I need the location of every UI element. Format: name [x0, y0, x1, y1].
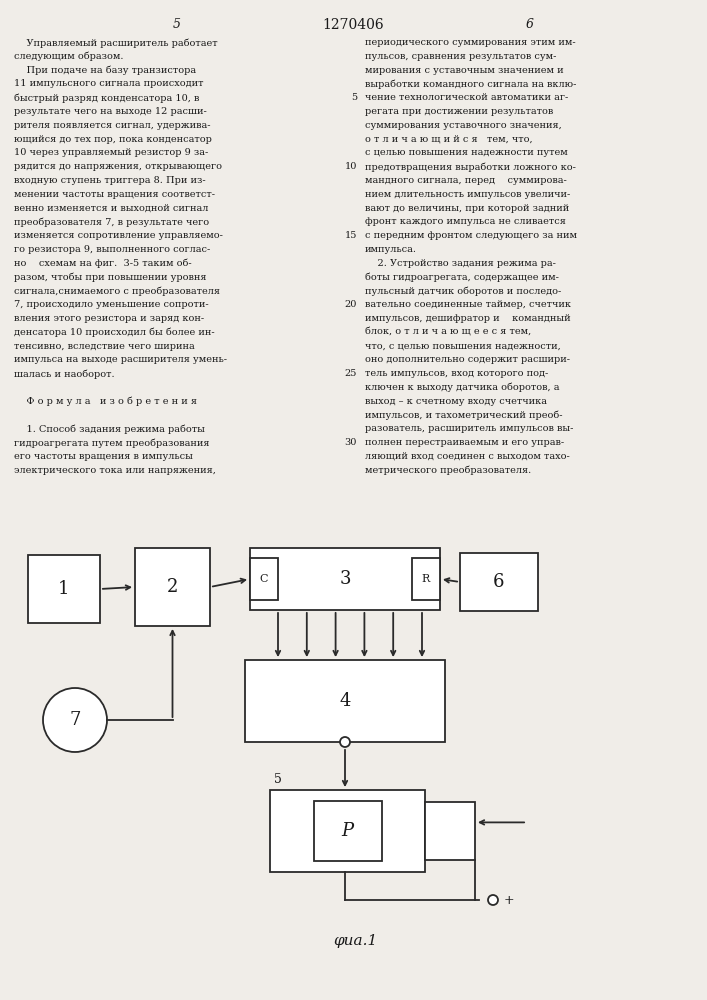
- Text: 4: 4: [339, 692, 351, 710]
- Text: 20: 20: [344, 300, 357, 309]
- Text: гидроагрегата путем преобразования: гидроагрегата путем преобразования: [14, 438, 209, 448]
- Text: 5: 5: [274, 773, 282, 786]
- Text: 1: 1: [58, 580, 70, 598]
- Text: электрического тока или напряжения,: электрического тока или напряжения,: [14, 466, 216, 475]
- Text: R: R: [422, 574, 430, 584]
- Bar: [135, 548, 210, 626]
- Text: При подаче на базу транзистора: При подаче на базу транзистора: [14, 66, 196, 75]
- Text: фронт каждого импульса не сливается: фронт каждого импульса не сливается: [365, 217, 566, 226]
- Text: 2: 2: [167, 578, 178, 596]
- Text: боты гидроагрегата, содержащее им-: боты гидроагрегата, содержащее им-: [365, 273, 559, 282]
- Text: го резистора 9, выполненного соглас-: го резистора 9, выполненного соглас-: [14, 245, 210, 254]
- Text: результате чего на выходе 12 расши-: результате чего на выходе 12 расши-: [14, 107, 206, 116]
- Text: φua.1: φua.1: [333, 934, 377, 948]
- Text: разом, чтобы при повышении уровня: разом, чтобы при повышении уровня: [14, 273, 206, 282]
- Text: с передним фронтом следующего за ним: с передним фронтом следующего за ним: [365, 231, 577, 240]
- Text: C: C: [259, 574, 268, 584]
- Text: с целью повышения надежности путем: с целью повышения надежности путем: [365, 148, 568, 157]
- Text: 1. Способ задания режима работы: 1. Способ задания режима работы: [14, 424, 205, 434]
- Text: тель импульсов, вход которого под-: тель импульсов, вход которого под-: [365, 369, 548, 378]
- Text: периодического суммирования этим им-: периодического суммирования этим им-: [365, 38, 575, 47]
- Text: 10 через управляемый резистор 9 за-: 10 через управляемый резистор 9 за-: [14, 148, 209, 157]
- Text: 30: 30: [344, 438, 357, 447]
- Text: регата при достижении результатов: регата при достижении результатов: [365, 107, 554, 116]
- Bar: [313, 801, 382, 861]
- Text: 5: 5: [351, 93, 357, 102]
- Text: метрического преобразователя.: метрического преобразователя.: [365, 466, 531, 475]
- Text: 11 импульсного сигнала происходит: 11 импульсного сигнала происходит: [14, 79, 204, 88]
- Text: 25: 25: [344, 369, 357, 378]
- Circle shape: [43, 688, 107, 752]
- Text: суммирования уставочного значения,: суммирования уставочного значения,: [365, 121, 562, 130]
- Text: ключен к выходу датчика оборотов, а: ключен к выходу датчика оборотов, а: [365, 383, 559, 392]
- Text: разователь, расширитель импульсов вы-: разователь, расширитель импульсов вы-: [365, 424, 573, 433]
- Text: денсатора 10 происходил бы более ин-: денсатора 10 происходил бы более ин-: [14, 328, 215, 337]
- Text: тенсивно, вследствие чего ширина: тенсивно, вследствие чего ширина: [14, 342, 194, 351]
- Text: импульсов, дешифратор и    командный: импульсов, дешифратор и командный: [365, 314, 571, 323]
- Circle shape: [488, 895, 498, 905]
- Text: ляющий вход соединен с выходом тахо-: ляющий вход соединен с выходом тахо-: [365, 452, 570, 461]
- Text: импульсов, и тахометрический преоб-: импульсов, и тахометрический преоб-: [365, 411, 563, 420]
- Circle shape: [340, 737, 350, 747]
- Text: что, с целью повышения надежности,: что, с целью повышения надежности,: [365, 342, 561, 351]
- Text: 1270406: 1270406: [322, 18, 384, 32]
- Text: нием длительность импульсов увеличи-: нием длительность импульсов увеличи-: [365, 190, 571, 199]
- Text: 6: 6: [526, 18, 534, 31]
- Text: вления этого резистора и заряд кон-: вления этого резистора и заряд кон-: [14, 314, 204, 323]
- Text: 7: 7: [69, 711, 81, 729]
- Text: Управляемый расширитель работает: Управляемый расширитель работает: [14, 38, 218, 47]
- Text: быстрый разряд конденсатора 10, в: быстрый разряд конденсатора 10, в: [14, 93, 204, 103]
- Text: шалась и наоборот.: шалась и наоборот.: [14, 369, 115, 379]
- Text: рядится до напряжения, открывающего: рядится до напряжения, открывающего: [14, 162, 222, 171]
- Text: следующим образом.: следующим образом.: [14, 52, 124, 61]
- Bar: [250, 558, 278, 600]
- Text: 15: 15: [344, 231, 357, 240]
- Text: 5: 5: [173, 18, 181, 31]
- Text: мандного сигнала, перед    суммирова-: мандного сигнала, перед суммирова-: [365, 176, 567, 185]
- Text: полнен перестраиваемым и его управ-: полнен перестраиваемым и его управ-: [365, 438, 564, 447]
- Text: пульсный датчик оборотов и последо-: пульсный датчик оборотов и последо-: [365, 286, 561, 296]
- Text: но    схемам на фиг.  3-5 таким об-: но схемам на фиг. 3-5 таким об-: [14, 259, 192, 268]
- Bar: [270, 790, 425, 872]
- Text: изменяется сопротивление управляемо-: изменяется сопротивление управляемо-: [14, 231, 223, 240]
- Bar: [460, 553, 538, 611]
- Text: +: +: [504, 894, 515, 907]
- Text: импульса на выходе расширителя умень-: импульса на выходе расширителя умень-: [14, 355, 227, 364]
- Text: ющийся до тех пор, пока конденсатор: ющийся до тех пор, пока конденсатор: [14, 135, 212, 144]
- Bar: [28, 555, 100, 623]
- Bar: [425, 802, 475, 860]
- Text: вательно соединенные таймер, счетчик: вательно соединенные таймер, счетчик: [365, 300, 571, 309]
- Bar: [245, 660, 445, 742]
- Text: блок, о т л и ч а ю щ е е с я тем,: блок, о т л и ч а ю щ е е с я тем,: [365, 328, 531, 337]
- Text: менении частоты вращения соответст-: менении частоты вращения соответст-: [14, 190, 215, 199]
- Bar: [250, 548, 440, 610]
- Text: импульса.: импульса.: [365, 245, 417, 254]
- Text: Ф о р м у л а   и з о б р е т е н и я: Ф о р м у л а и з о б р е т е н и я: [14, 397, 197, 406]
- Text: предотвращения выработки ложного ко-: предотвращения выработки ложного ко-: [365, 162, 576, 172]
- Text: преобразователя 7, в результате чего: преобразователя 7, в результате чего: [14, 217, 209, 227]
- Text: 10: 10: [344, 162, 357, 171]
- Text: входную ступень триггера 8. При из-: входную ступень триггера 8. При из-: [14, 176, 206, 185]
- Text: 2. Устройство задания режима ра-: 2. Устройство задания режима ра-: [365, 259, 556, 268]
- Text: 3: 3: [339, 570, 351, 588]
- Text: оно дополнительно содержит расшири-: оно дополнительно содержит расшири-: [365, 355, 570, 364]
- Text: выработки командного сигнала на вклю-: выработки командного сигнала на вклю-: [365, 79, 576, 89]
- Text: 7, происходило уменьшение сопроти-: 7, происходило уменьшение сопроти-: [14, 300, 209, 309]
- Text: 6: 6: [493, 573, 505, 591]
- Text: выход – к счетному входу счетчика: выход – к счетному входу счетчика: [365, 397, 547, 406]
- Text: P: P: [341, 822, 354, 840]
- Text: венно изменяется и выходной сигнал: венно изменяется и выходной сигнал: [14, 204, 209, 213]
- Text: сигнала,снимаемого с преобразователя: сигнала,снимаемого с преобразователя: [14, 286, 220, 296]
- Text: мирования с уставочным значением и: мирования с уставочным значением и: [365, 66, 563, 75]
- Bar: [412, 558, 440, 600]
- Text: рителя появляется сигнал, удержива-: рителя появляется сигнал, удержива-: [14, 121, 211, 130]
- Text: о т л и ч а ю щ и й с я   тем, что,: о т л и ч а ю щ и й с я тем, что,: [365, 135, 532, 144]
- Text: чение технологической автоматики аг-: чение технологической автоматики аг-: [365, 93, 568, 102]
- Text: его частоты вращения в импульсы: его частоты вращения в импульсы: [14, 452, 193, 461]
- Text: вают до величины, при которой задний: вают до величины, при которой задний: [365, 204, 569, 213]
- Text: пульсов, сравнения результатов сум-: пульсов, сравнения результатов сум-: [365, 52, 556, 61]
